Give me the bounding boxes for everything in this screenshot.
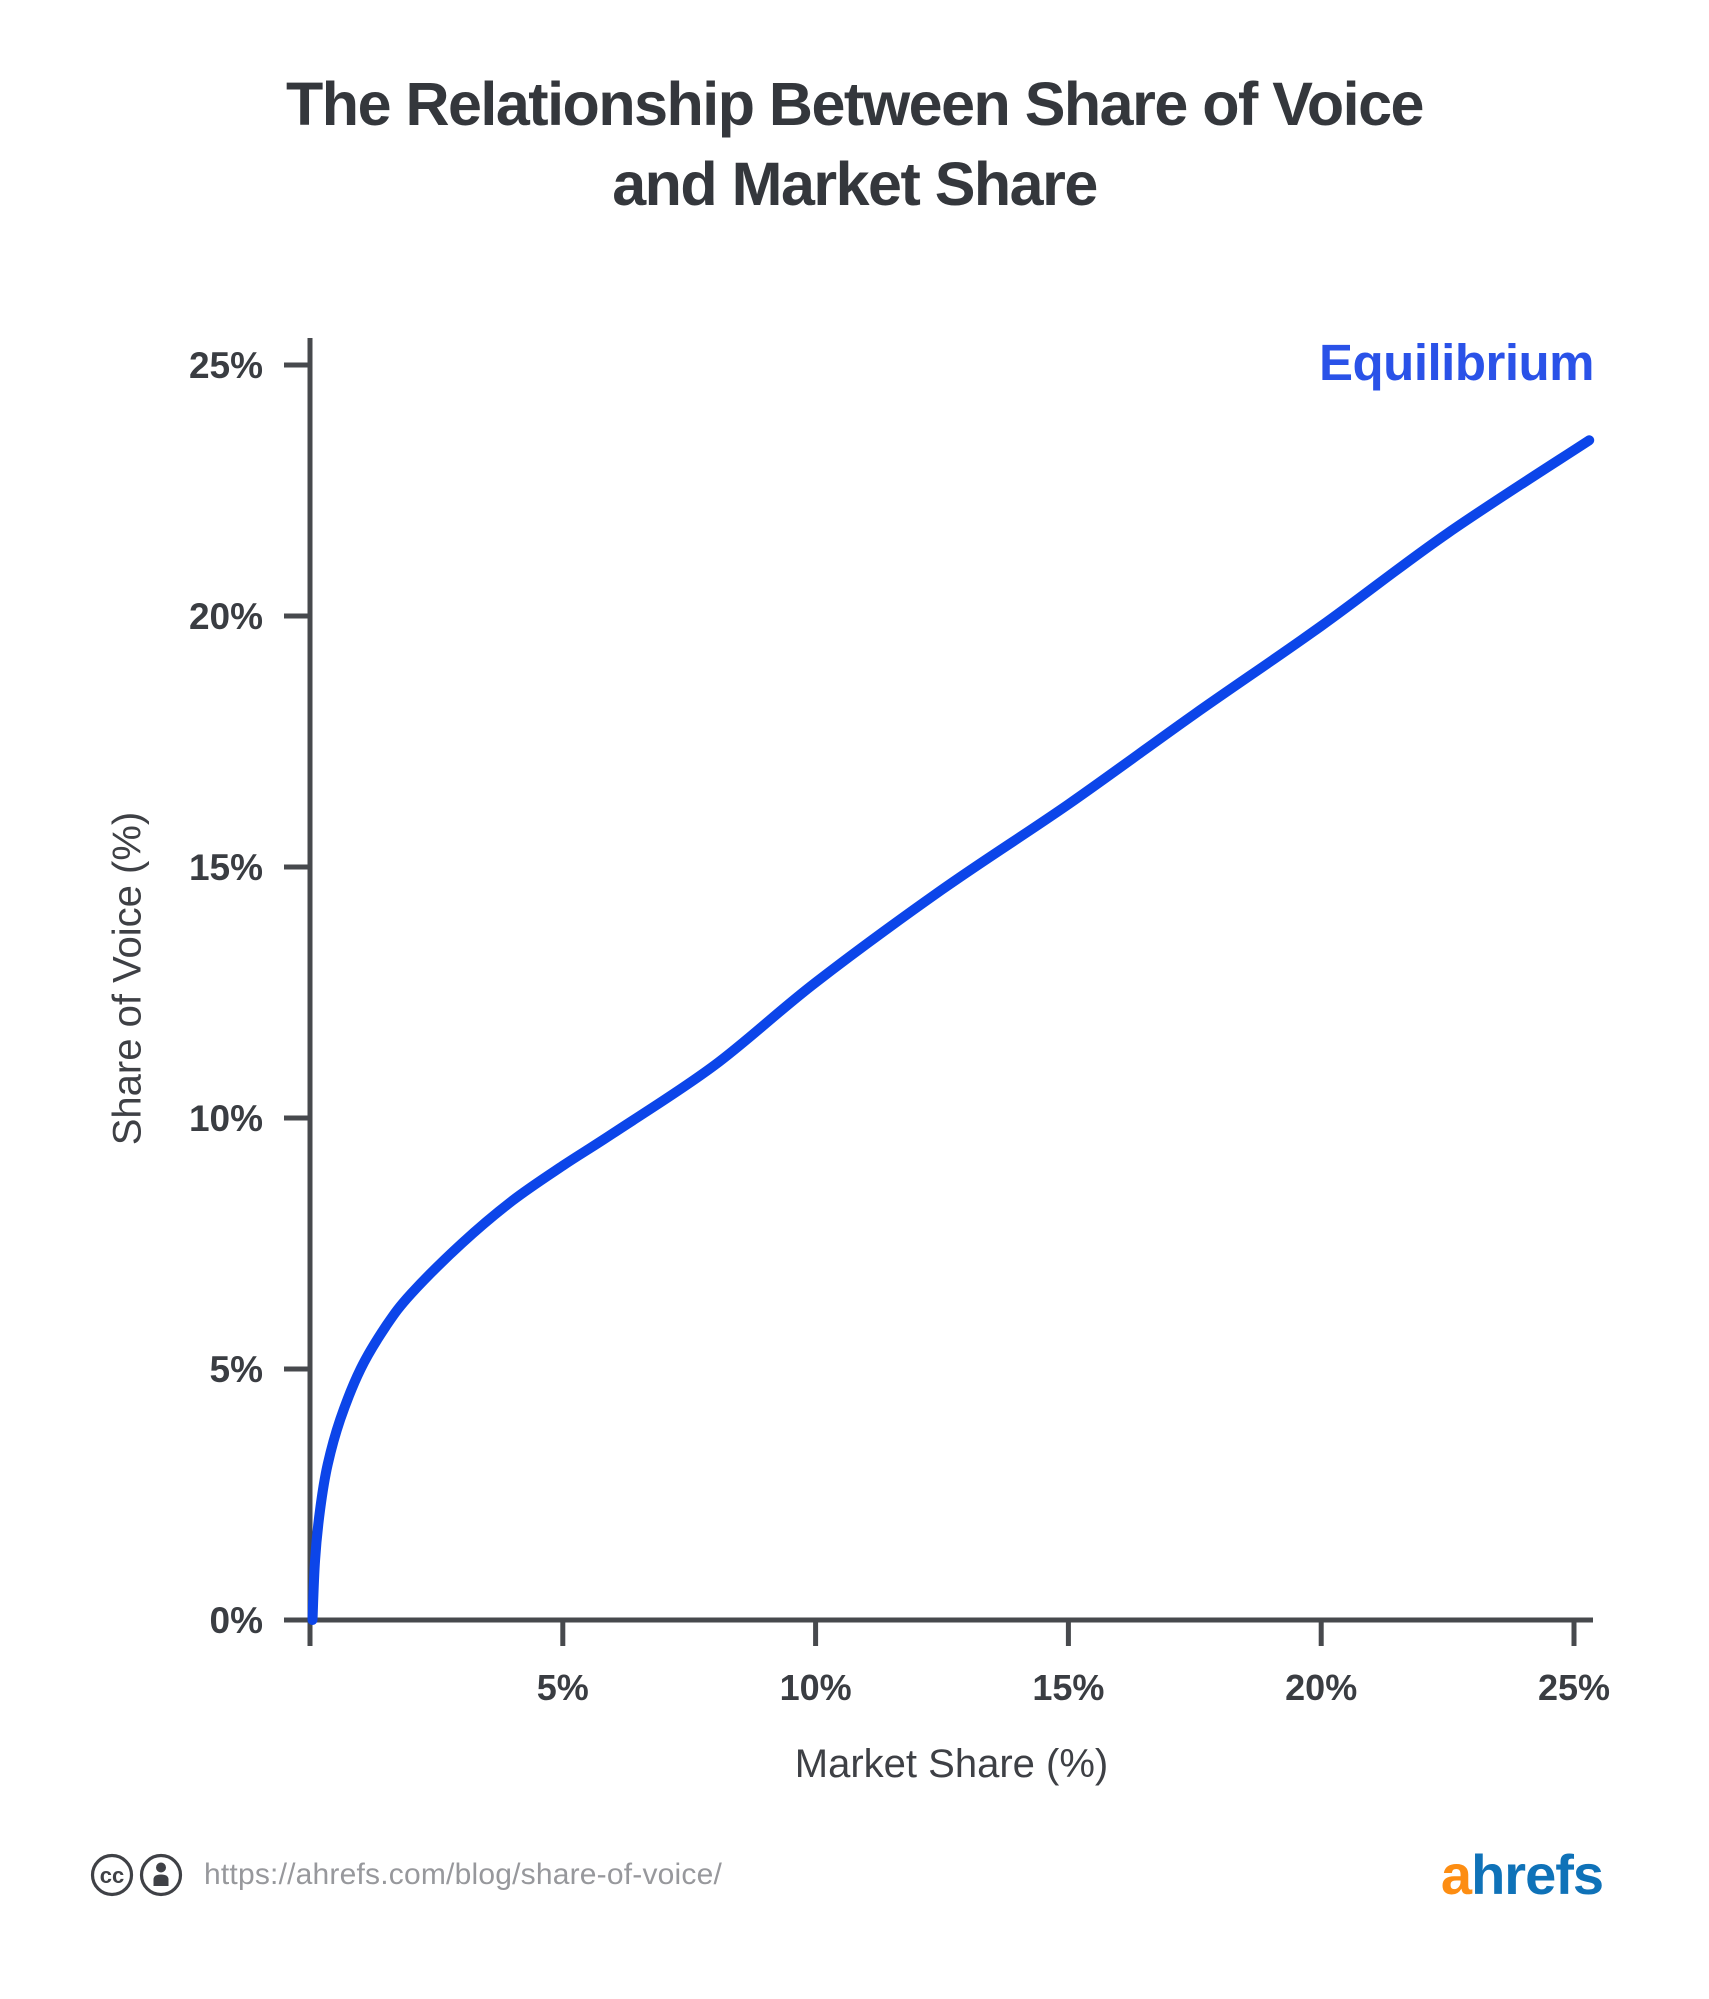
y-axis-title: Share of Voice (%) — [105, 811, 150, 1146]
ahrefs-logo: ahrefs — [1440, 1842, 1604, 1907]
x-tick-label: 10% — [780, 1667, 852, 1708]
y-tick-label: 20% — [189, 596, 263, 637]
y-tick-label: 25% — [189, 345, 263, 386]
svg-text:cc: cc — [100, 1863, 124, 1888]
x-tick-label: 15% — [1032, 1667, 1104, 1708]
x-axis-title: Market Share (%) — [794, 1742, 1109, 1786]
equilibrium-curve — [307, 435, 1595, 1625]
y-tick-label: 15% — [189, 847, 263, 888]
cc-license-icons: cc — [90, 1853, 183, 1897]
x-tick-label: 25% — [1538, 1667, 1610, 1708]
ahrefs-logo-hrefs: hrefs — [1471, 1843, 1604, 1906]
ahrefs-logo-a: a — [1440, 1843, 1472, 1906]
source-url: https://ahrefs.com/blog/share-of-voice/ — [204, 1858, 723, 1891]
y-tick-label: 5% — [210, 1349, 263, 1390]
equilibrium-annotation: Equilibrium — [1319, 334, 1595, 391]
y-tick-label: 10% — [189, 1098, 263, 1139]
page-title: The Relationship Between Share of Voice … — [0, 64, 1709, 224]
y-tick-label: 0% — [210, 1600, 263, 1641]
x-tick-label: 5% — [537, 1667, 589, 1708]
page-title-line1: The Relationship Between Share of Voice — [286, 70, 1424, 138]
x-tick-label: 20% — [1285, 1667, 1357, 1708]
cc-icon: cc — [90, 1853, 134, 1897]
footer: cc https://ahrefs.com/blog/share-of-voic… — [90, 1852, 722, 1898]
page-title-line2: and Market Share — [612, 150, 1098, 218]
attribution-person-icon — [139, 1853, 183, 1897]
